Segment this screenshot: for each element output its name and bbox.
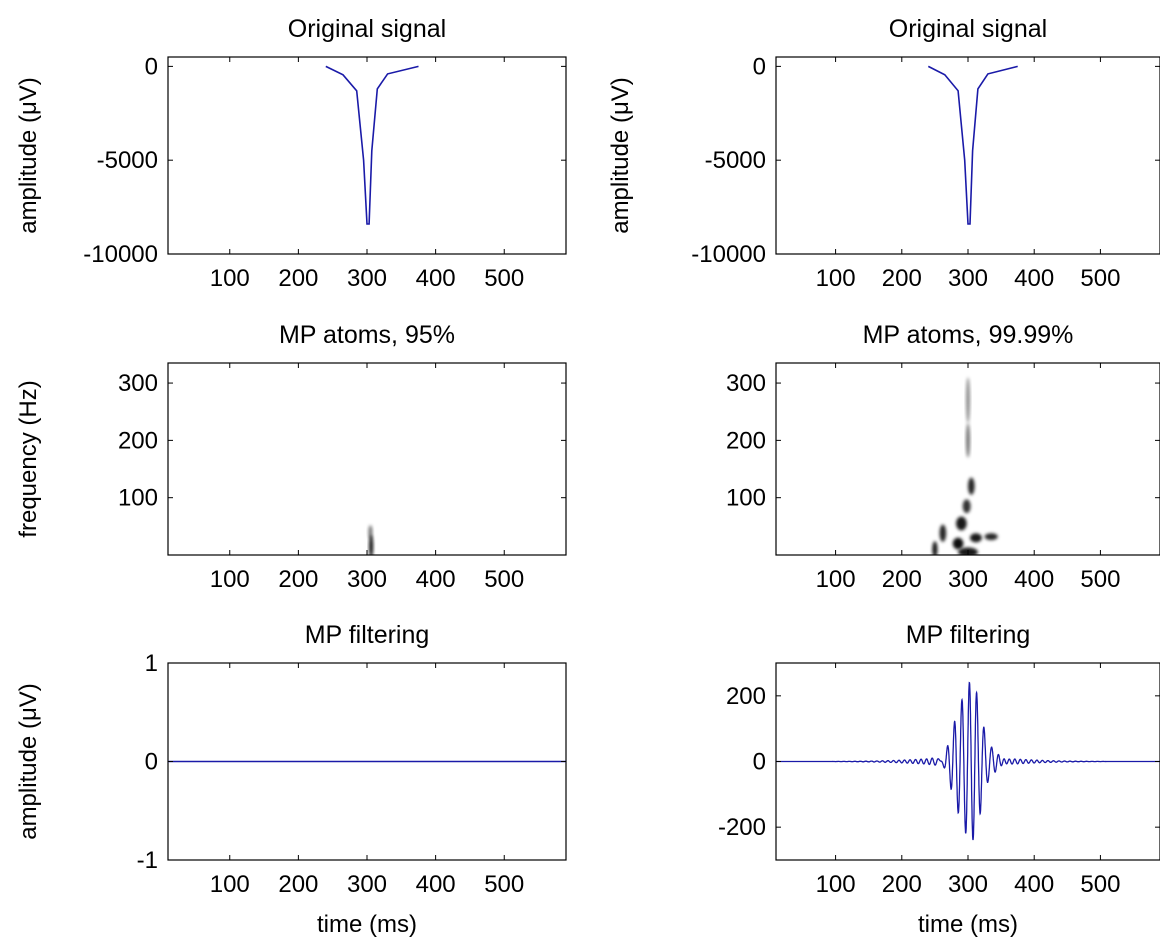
atom-blob: [956, 516, 967, 531]
y-tick-label: -5000: [705, 147, 766, 174]
x-tick-label: 300: [948, 265, 988, 292]
x-tick-label: 400: [1014, 871, 1054, 898]
panel-title: MP filtering: [906, 621, 1031, 649]
x-tick-label: 500: [1080, 265, 1120, 292]
y-axis-label: frequency (Hz): [15, 380, 42, 537]
panel-p11: 100 200 300 400 500 0 -5000 -10000 Original sign…: [15, 15, 567, 292]
y-tick-label: 1: [145, 650, 158, 677]
x-tick-label: 100: [210, 871, 250, 898]
plot-content: [776, 681, 1160, 841]
x-tick-label: 100: [816, 265, 856, 292]
panel-p31: 100 200 300 400 500 1 0 -1 MP filtering amplitude…: [15, 621, 567, 938]
atom-blob: [968, 477, 975, 495]
x-tick-label: 300: [347, 566, 387, 593]
y-axis-label: amplitude (μV): [15, 77, 42, 234]
y-tick-label: 300: [726, 370, 766, 397]
plot-content: [927, 65, 1018, 225]
x-tick-label: 200: [278, 871, 318, 898]
x-axis-label: time (ms): [317, 911, 417, 938]
panel-title: MP atoms, 95%: [279, 321, 455, 349]
y-tick-label: 200: [726, 683, 766, 710]
y-tick-label: 200: [726, 427, 766, 454]
x-tick-label: 100: [210, 265, 250, 292]
atom-blob: [984, 533, 998, 541]
plot-content: [368, 525, 374, 555]
filtered-signal-line: [776, 681, 1160, 841]
panel-title: Original signal: [889, 15, 1047, 43]
x-tick-label: 200: [882, 265, 922, 292]
y-tick-label: -10000: [691, 241, 766, 268]
panel-p22: 100 200 300 400 500 300 200 100 MP atoms, 99.99%: [726, 321, 1160, 593]
x-axis-label: time (ms): [918, 911, 1018, 938]
panel-p12: 100 200 300 400 500 0 -5000 -10000 Original sign…: [607, 15, 1160, 292]
atom-blob: [369, 534, 374, 555]
atom-blob: [966, 423, 970, 458]
x-tick-label: 400: [416, 871, 456, 898]
y-tick-label: 100: [726, 485, 766, 512]
atom-blob: [368, 525, 373, 539]
y-tick-label: -1: [137, 847, 158, 874]
y-tick-label: 0: [145, 53, 158, 80]
x-tick-label: 300: [347, 871, 387, 898]
y-axis-label: amplitude (μV): [15, 683, 42, 840]
x-tick-label: 400: [416, 265, 456, 292]
x-tick-label: 100: [210, 566, 250, 593]
y-tick-label: 100: [118, 485, 158, 512]
panel-p32: 100 200 300 400 500 200 0 -200 MP filtering time …: [718, 621, 1160, 938]
plot-content: [325, 65, 419, 225]
panel-title: MP atoms, 99.99%: [863, 321, 1074, 349]
atom-blob: [952, 537, 964, 550]
atom-blob: [939, 524, 947, 542]
y-tick-label: 0: [753, 53, 766, 80]
signal-line: [325, 65, 419, 225]
y-tick-label: 300: [118, 370, 158, 397]
atom-blob: [969, 533, 982, 543]
x-tick-label: 500: [484, 265, 524, 292]
panel-p21: 100 200 300 400 500 300 200 100 MP atoms, 95% fre…: [15, 321, 567, 593]
y-tick-label: 200: [118, 427, 158, 454]
atom-blob: [962, 499, 971, 514]
x-tick-label: 500: [1080, 566, 1120, 593]
y-axis-label: amplitude (μV): [607, 77, 634, 234]
y-tick-label: -5000: [97, 147, 158, 174]
x-tick-label: 500: [484, 871, 524, 898]
plot-area: [167, 362, 567, 556]
x-tick-label: 500: [484, 566, 524, 593]
x-tick-label: 400: [1014, 566, 1054, 593]
plot-content: [932, 377, 998, 555]
x-tick-label: 300: [948, 871, 988, 898]
panel-title: MP filtering: [305, 621, 430, 649]
x-tick-label: 200: [278, 566, 318, 593]
x-tick-label: 400: [1014, 265, 1054, 292]
x-tick-label: 300: [948, 566, 988, 593]
x-tick-label: 300: [347, 265, 387, 292]
y-tick-label: 0: [145, 749, 158, 776]
y-tick-label: -200: [718, 814, 766, 841]
x-tick-label: 100: [816, 566, 856, 593]
x-tick-label: 200: [278, 265, 318, 292]
signal-line: [927, 65, 1018, 225]
atom-blob: [966, 377, 970, 424]
x-tick-label: 500: [1080, 871, 1120, 898]
atom-blob: [932, 541, 938, 555]
panel-title: Original signal: [288, 15, 446, 43]
x-tick-label: 200: [882, 566, 922, 593]
x-tick-label: 200: [882, 871, 922, 898]
y-tick-label: 0: [753, 749, 766, 776]
x-tick-label: 100: [816, 871, 856, 898]
y-tick-label: -10000: [83, 241, 158, 268]
x-tick-label: 400: [416, 566, 456, 593]
